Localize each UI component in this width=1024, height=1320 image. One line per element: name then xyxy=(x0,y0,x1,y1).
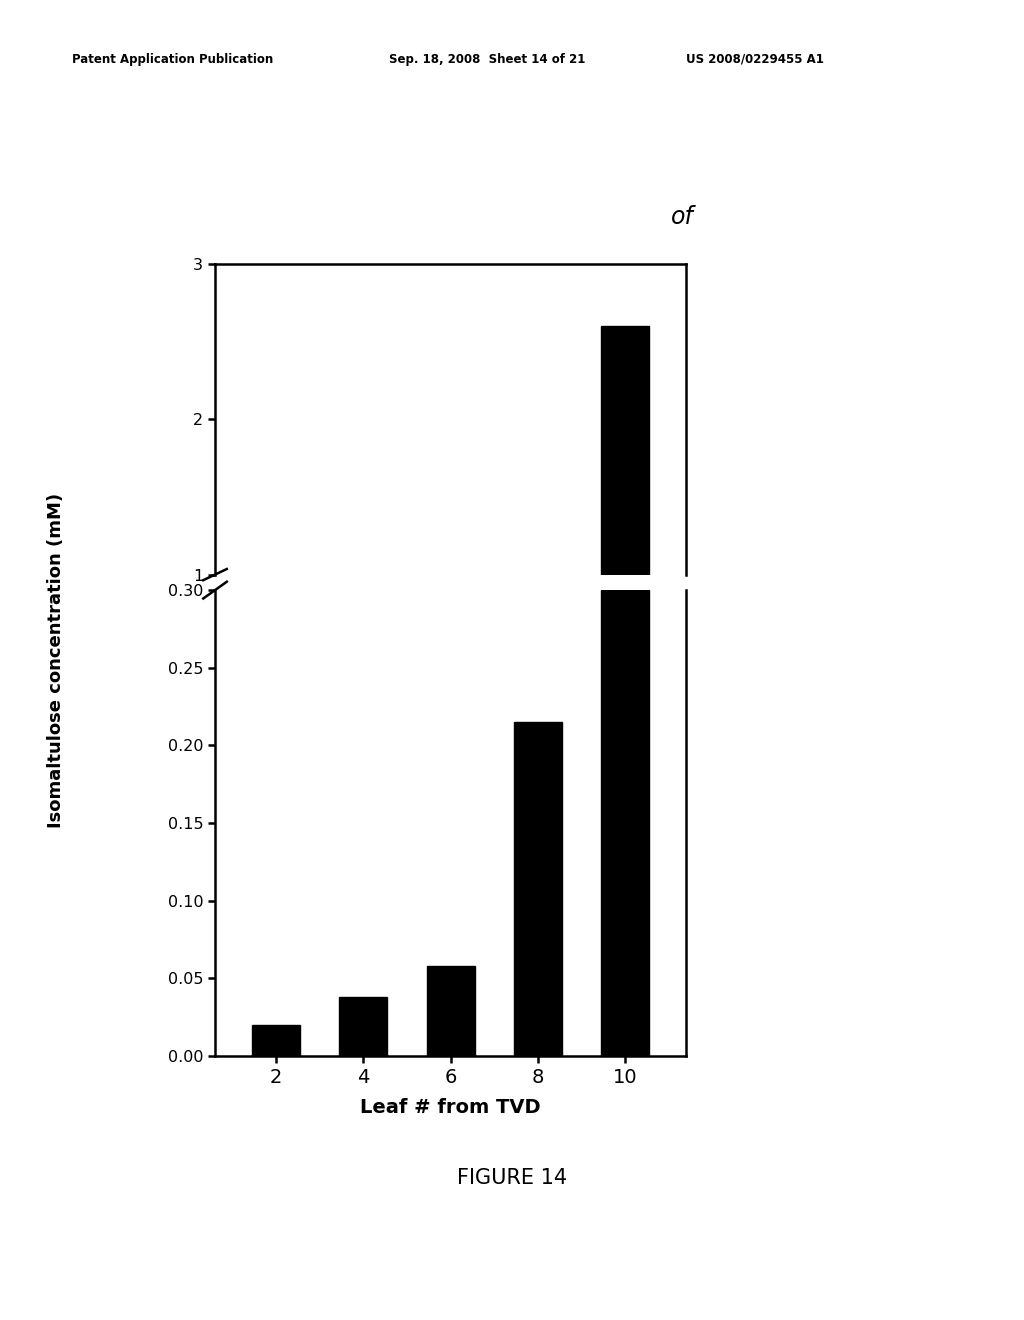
Bar xyxy=(427,966,474,1056)
Text: Patent Application Publication: Patent Application Publication xyxy=(72,53,273,66)
Text: Sep. 18, 2008  Sheet 14 of 21: Sep. 18, 2008 Sheet 14 of 21 xyxy=(389,53,586,66)
Text: US 2008/0229455 A1: US 2008/0229455 A1 xyxy=(686,53,824,66)
Bar xyxy=(339,997,387,1056)
Bar xyxy=(252,1024,300,1056)
Bar xyxy=(514,722,562,1056)
Text: FIGURE 14: FIGURE 14 xyxy=(457,1168,567,1188)
Bar xyxy=(601,326,649,730)
Text: of: of xyxy=(671,205,693,228)
Bar xyxy=(601,590,649,1056)
X-axis label: Leaf # from TVD: Leaf # from TVD xyxy=(360,1098,541,1117)
Text: Isomaltulose concentration (mM): Isomaltulose concentration (mM) xyxy=(47,492,66,828)
